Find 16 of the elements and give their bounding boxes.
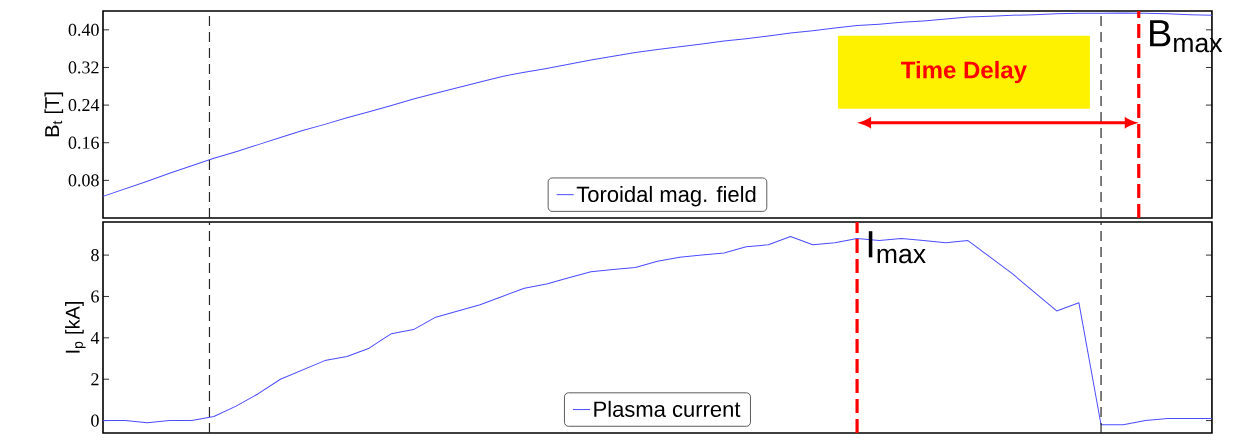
legend-label: Plasma current: [594, 400, 741, 417]
y-tick-label: 0: [91, 414, 99, 427]
y-axis-title: B$_{t}$ [T]: [44, 92, 64, 137]
annotation: Time Delay: [901, 60, 1027, 84]
y-tick-label: 0.40: [68, 23, 99, 36]
y-tick-label: 0.24: [68, 98, 100, 112]
y-tick-label: 8: [91, 249, 99, 262]
y-tick-label: 2: [91, 373, 99, 386]
y-tick-label: 4: [90, 331, 100, 344]
legend-label: Toroidal mag. field: [576, 185, 756, 207]
y-tick-label: 0.32: [68, 61, 99, 74]
y-tick-label: 0.08: [68, 174, 99, 187]
y-tick-label: 6: [91, 290, 99, 303]
y-axis-title: I$_{p}$ [kA]: [65, 302, 86, 353]
y-tick-label: 0.16: [68, 136, 99, 149]
annotation: I$_{max}$: [868, 231, 926, 264]
